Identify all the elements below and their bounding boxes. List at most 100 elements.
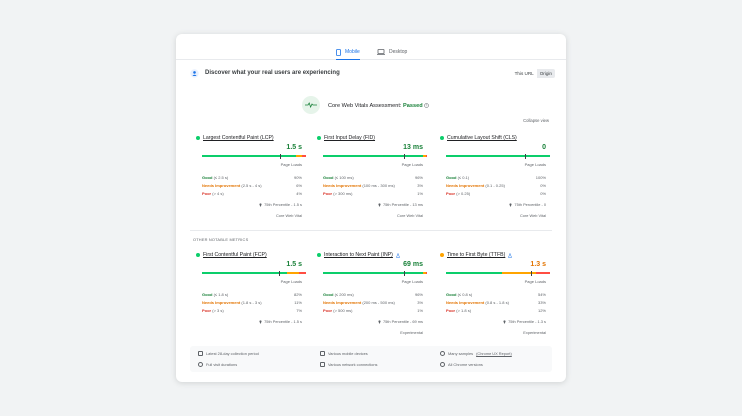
poor-percent: 0% (540, 190, 546, 196)
assessment-icon (302, 96, 320, 114)
poor-row: Poor (> 300 ms) 1% (323, 189, 423, 197)
bar-segment-poor (425, 272, 427, 274)
good-range: (≤ 100 ms) (334, 174, 354, 180)
good-percent: 82% (293, 291, 302, 297)
timer-icon (198, 362, 203, 367)
good-range: (≤ 1.8 s) (213, 291, 229, 297)
devices-icon (320, 351, 325, 356)
needs-improvement-percent: 6% (296, 182, 302, 188)
needs-improvement-label: Needs Improvement (323, 299, 362, 305)
footer-collection-period: Latest 28-day collection period (198, 351, 259, 356)
pin-icon (378, 202, 381, 207)
p75-summary: 75th Percentile - 69 ms (378, 319, 423, 324)
help-icon[interactable]: ? (424, 103, 429, 108)
tab-mobile-label: Mobile (345, 49, 360, 55)
metric-tag: Core Web Vital (396, 213, 423, 218)
needs-improvement-percent: 33% (537, 299, 546, 305)
p75-summary: 75th Percentile - 13 ms (378, 202, 423, 207)
metric-title: Interaction to Next Paint (INP) (317, 252, 400, 258)
p75-text: 75th Percentile - 13 ms (382, 202, 423, 207)
bar-segment-ni (295, 155, 302, 157)
distribution-breakdown: Good (≤ 1.8 s) 82% Needs Improvement (1.8 … (202, 290, 302, 314)
distribution-bar (446, 272, 550, 274)
needs-improvement-percent: 3% (417, 182, 423, 188)
footer-text: Various mobile devices (328, 351, 368, 356)
distribution-breakdown: Good (≤ 2.5 s) 90% Needs Improvement (2.5 … (202, 173, 302, 197)
metric-value: 1.3 s (530, 261, 546, 268)
metric-name-link[interactable]: Interaction to Next Paint (INP) (324, 252, 393, 258)
metric-name-link[interactable]: First Contentful Paint (FCP) (203, 252, 267, 258)
pin-icon (259, 319, 262, 324)
metric-title: Cumulative Layout Shift (CLS) (440, 135, 517, 141)
needs-improvement-label: Needs Improvement (202, 299, 241, 305)
metric-value: 0 (542, 144, 546, 151)
metric-name-link[interactable]: Time to First Byte (TTFB) (447, 252, 506, 258)
tab-desktop[interactable]: Desktop (377, 44, 407, 60)
footer-text: Many samples (448, 351, 474, 356)
chrome-ux-report-link[interactable]: (Chrome UX Report) (476, 351, 512, 356)
poor-row: Poor (> 1.8 s) 12% (446, 306, 546, 314)
good-label: Good (202, 174, 213, 180)
poor-percent: 7% (296, 307, 302, 313)
poor-range: (> 1.8 s) (456, 307, 472, 313)
pin-icon (509, 202, 513, 207)
p75-summary: 75th Percentile - 1.3 s (503, 319, 546, 324)
tab-mobile[interactable]: Mobile (336, 44, 360, 60)
bar-segment-ni (287, 272, 299, 274)
metric-fid: First Input Delay (FID) 13 ms Page Loads Go… (317, 135, 427, 223)
poor-row: Poor (> 0.25) 0% (446, 189, 546, 197)
metric-title: Time to First Byte (TTFB) (440, 252, 513, 258)
toggle-origin[interactable]: Origin (536, 69, 555, 78)
footer-text: Latest 28-day collection period (206, 351, 259, 356)
good-percent: 100% (535, 174, 546, 180)
distribution-breakdown: Good (≤ 100 ms) 96% Needs Improvement (100… (323, 173, 423, 197)
needs-improvement-label: Needs Improvement (202, 182, 241, 188)
metric-tag: Core Web Vital (519, 213, 546, 218)
needs-improvement-label: Needs Improvement (446, 299, 485, 305)
bar-segment-ni (422, 155, 426, 157)
needs-improvement-row: Needs Improvement (1.8 s - 3 s) 11% (202, 298, 302, 306)
needs-improvement-range: (100 ms - 300 ms) (362, 182, 395, 188)
good-range: (≤ 2.5 s) (213, 174, 229, 180)
assessment-status: Passed (403, 103, 423, 109)
metric-name-link[interactable]: First Input Delay (FID) (324, 135, 376, 141)
metric-title: First Contentful Paint (FCP) (196, 252, 267, 258)
collapse-view-link[interactable]: Collapse view (523, 118, 549, 123)
metric-name-link[interactable]: Largest Contentful Paint (LCP) (203, 135, 274, 141)
poor-percent: 12% (537, 307, 546, 313)
field-data-card: Mobile Desktop Discover what your real u… (176, 34, 566, 382)
good-percent: 54% (537, 291, 546, 297)
page-loads-label: Page Loads (280, 162, 302, 167)
good-row: Good (≤ 2.5 s) 90% (202, 173, 302, 181)
needs-improvement-range: (2.5 s - 4 s) (241, 182, 262, 188)
toggle-this-url[interactable]: This URL (514, 71, 534, 76)
p75-marker (404, 270, 406, 276)
bar-segment-good (446, 272, 503, 274)
poor-row: Poor (> 4 s) 4% (202, 189, 302, 197)
laptop-icon (377, 49, 385, 55)
distribution-breakdown: Good (≤ 0.8 s) 54% Needs Improvement (0.8 … (446, 290, 546, 314)
distribution-bar (202, 155, 306, 157)
good-label: Good (323, 291, 334, 297)
status-dot-icon (196, 136, 200, 140)
good-row: Good (≤ 0.8 s) 54% (446, 290, 546, 298)
needs-improvement-row: Needs Improvement (2.5 s - 4 s) 6% (202, 181, 302, 189)
p75-marker (525, 153, 527, 159)
needs-improvement-range: (1.8 s - 3 s) (241, 299, 262, 305)
metric-name-link[interactable]: Cumulative Layout Shift (CLS) (447, 135, 517, 141)
needs-improvement-label: Needs Improvement (446, 182, 485, 188)
needs-improvement-row: Needs Improvement (0.8 s - 1.8 s) 33% (446, 298, 546, 306)
poor-label: Poor (323, 190, 333, 196)
distribution-bar (202, 272, 306, 274)
p75-text: 75th Percentile - 0 (514, 202, 546, 207)
bar-segment-ni (422, 272, 426, 274)
metric-value: 13 ms (403, 144, 423, 151)
bar-segment-good (323, 155, 423, 157)
scope-toggle: This URL Origin (512, 69, 555, 78)
poor-row: Poor (> 3 s) 7% (202, 306, 302, 314)
needs-improvement-percent: 0% (540, 182, 546, 188)
needs-improvement-range: (200 ms - 500 ms) (362, 299, 395, 305)
poor-range: (> 500 ms) (333, 307, 353, 313)
data-info-footer: Latest 28-day collection period Various … (190, 346, 552, 372)
distribution-breakdown: Good (≤ 0.1) 100% Needs Improvement (0.1 -… (446, 173, 546, 197)
